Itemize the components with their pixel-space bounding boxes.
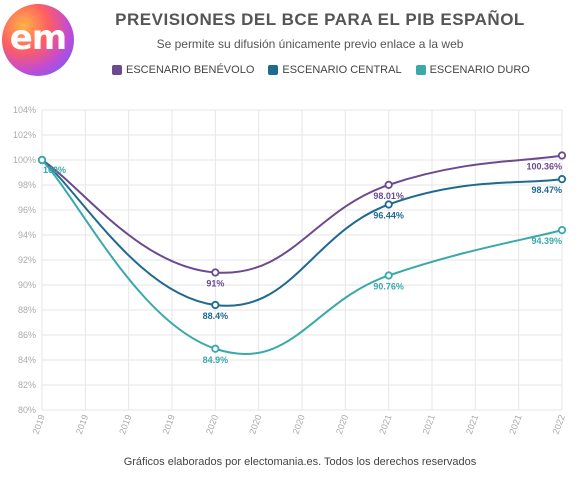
y-tick-label: 82% bbox=[18, 380, 36, 390]
y-tick-label: 94% bbox=[18, 230, 36, 240]
x-tick-label: 2021 bbox=[421, 413, 437, 435]
legend-item-benevolo[interactable]: ESCENARIO BENÉVOLO bbox=[112, 64, 254, 76]
data-label-duro: 84.9% bbox=[203, 355, 229, 365]
legend-label: ESCENARIO CENTRAL bbox=[282, 64, 402, 76]
series-line-duro bbox=[41, 159, 563, 355]
y-tick-label: 88% bbox=[18, 305, 36, 315]
x-tick-label: 2020 bbox=[204, 413, 220, 435]
series-line-central bbox=[41, 159, 563, 307]
x-tick-label: 2021 bbox=[507, 413, 523, 435]
y-tick-label: 84% bbox=[18, 355, 36, 365]
data-label-benevolo: 98.01% bbox=[373, 191, 404, 201]
data-point-central bbox=[384, 200, 393, 209]
y-tick-label: 96% bbox=[18, 205, 36, 215]
legend-item-central[interactable]: ESCENARIO CENTRAL bbox=[268, 64, 402, 76]
x-tick-label: 2019 bbox=[117, 413, 133, 435]
data-point-duro bbox=[384, 271, 393, 280]
x-tick-label: 2019 bbox=[31, 413, 47, 435]
chart-title: PREVISIONES DEL BCE PARA EL PIB ESPAÑOL bbox=[115, 10, 525, 29]
footer-credits: Gráficos elaborados por electomania.es. … bbox=[123, 456, 477, 468]
x-tick-label: 2020 bbox=[291, 413, 307, 435]
data-label-central: 96.44% bbox=[373, 211, 404, 221]
y-tick-label: 92% bbox=[18, 255, 36, 265]
y-tick-label: 80% bbox=[18, 405, 36, 415]
x-tick-label: 2019 bbox=[161, 413, 177, 435]
y-tick-label: 98% bbox=[18, 180, 36, 190]
legend-swatch bbox=[112, 65, 122, 75]
x-tick-label: 2020 bbox=[247, 413, 263, 435]
legend-swatch bbox=[415, 65, 426, 75]
legend-label: ESCENARIO BENÉVOLO bbox=[126, 64, 255, 76]
data-label-benevolo: 91% bbox=[206, 279, 224, 289]
y-tick-label: 86% bbox=[18, 330, 36, 340]
legend-item-duro[interactable]: ESCENARIO DURO bbox=[415, 64, 530, 76]
data-point-benevolo bbox=[384, 180, 393, 189]
x-tick-label: 2019 bbox=[74, 413, 90, 435]
electomania-logo: em bbox=[2, 4, 74, 76]
y-tick-label: 90% bbox=[18, 280, 36, 290]
series-line-benevolo bbox=[41, 154, 563, 274]
data-point-benevolo bbox=[557, 151, 567, 160]
data-label-central: 98.47% bbox=[531, 185, 562, 195]
legend-swatch bbox=[268, 65, 279, 75]
data-label-benevolo: 100.36% bbox=[526, 162, 562, 172]
y-tick-label: 104% bbox=[13, 105, 36, 115]
x-tick-label: 2020 bbox=[334, 413, 350, 435]
data-label-duro: 94.39% bbox=[531, 236, 562, 246]
data-point-duro bbox=[37, 155, 47, 165]
chart-subtitle: Se permite su difusión únicamente previo… bbox=[156, 37, 464, 51]
logo-text: em bbox=[9, 18, 67, 58]
data-label-duro: 90.76% bbox=[373, 282, 404, 292]
data-label-duro: 100% bbox=[43, 165, 66, 175]
data-point-central bbox=[557, 175, 567, 184]
data-point-duro bbox=[557, 226, 567, 235]
data-point-central bbox=[211, 300, 220, 310]
data-label-central: 88.4% bbox=[203, 311, 229, 321]
x-tick-label: 2022 bbox=[551, 413, 567, 435]
chart-legend: ESCENARIO BENÉVOLO ESCENARIO CENTRAL ESC… bbox=[112, 64, 530, 76]
data-point-duro bbox=[211, 344, 220, 353]
data-point-benevolo bbox=[211, 268, 220, 277]
y-tick-label: 100% bbox=[13, 155, 36, 165]
legend-label: ESCENARIO DURO bbox=[429, 64, 530, 76]
y-tick-label: 102% bbox=[13, 130, 36, 140]
x-tick-label: 2021 bbox=[377, 413, 393, 435]
x-tick-label: 2021 bbox=[464, 413, 480, 435]
